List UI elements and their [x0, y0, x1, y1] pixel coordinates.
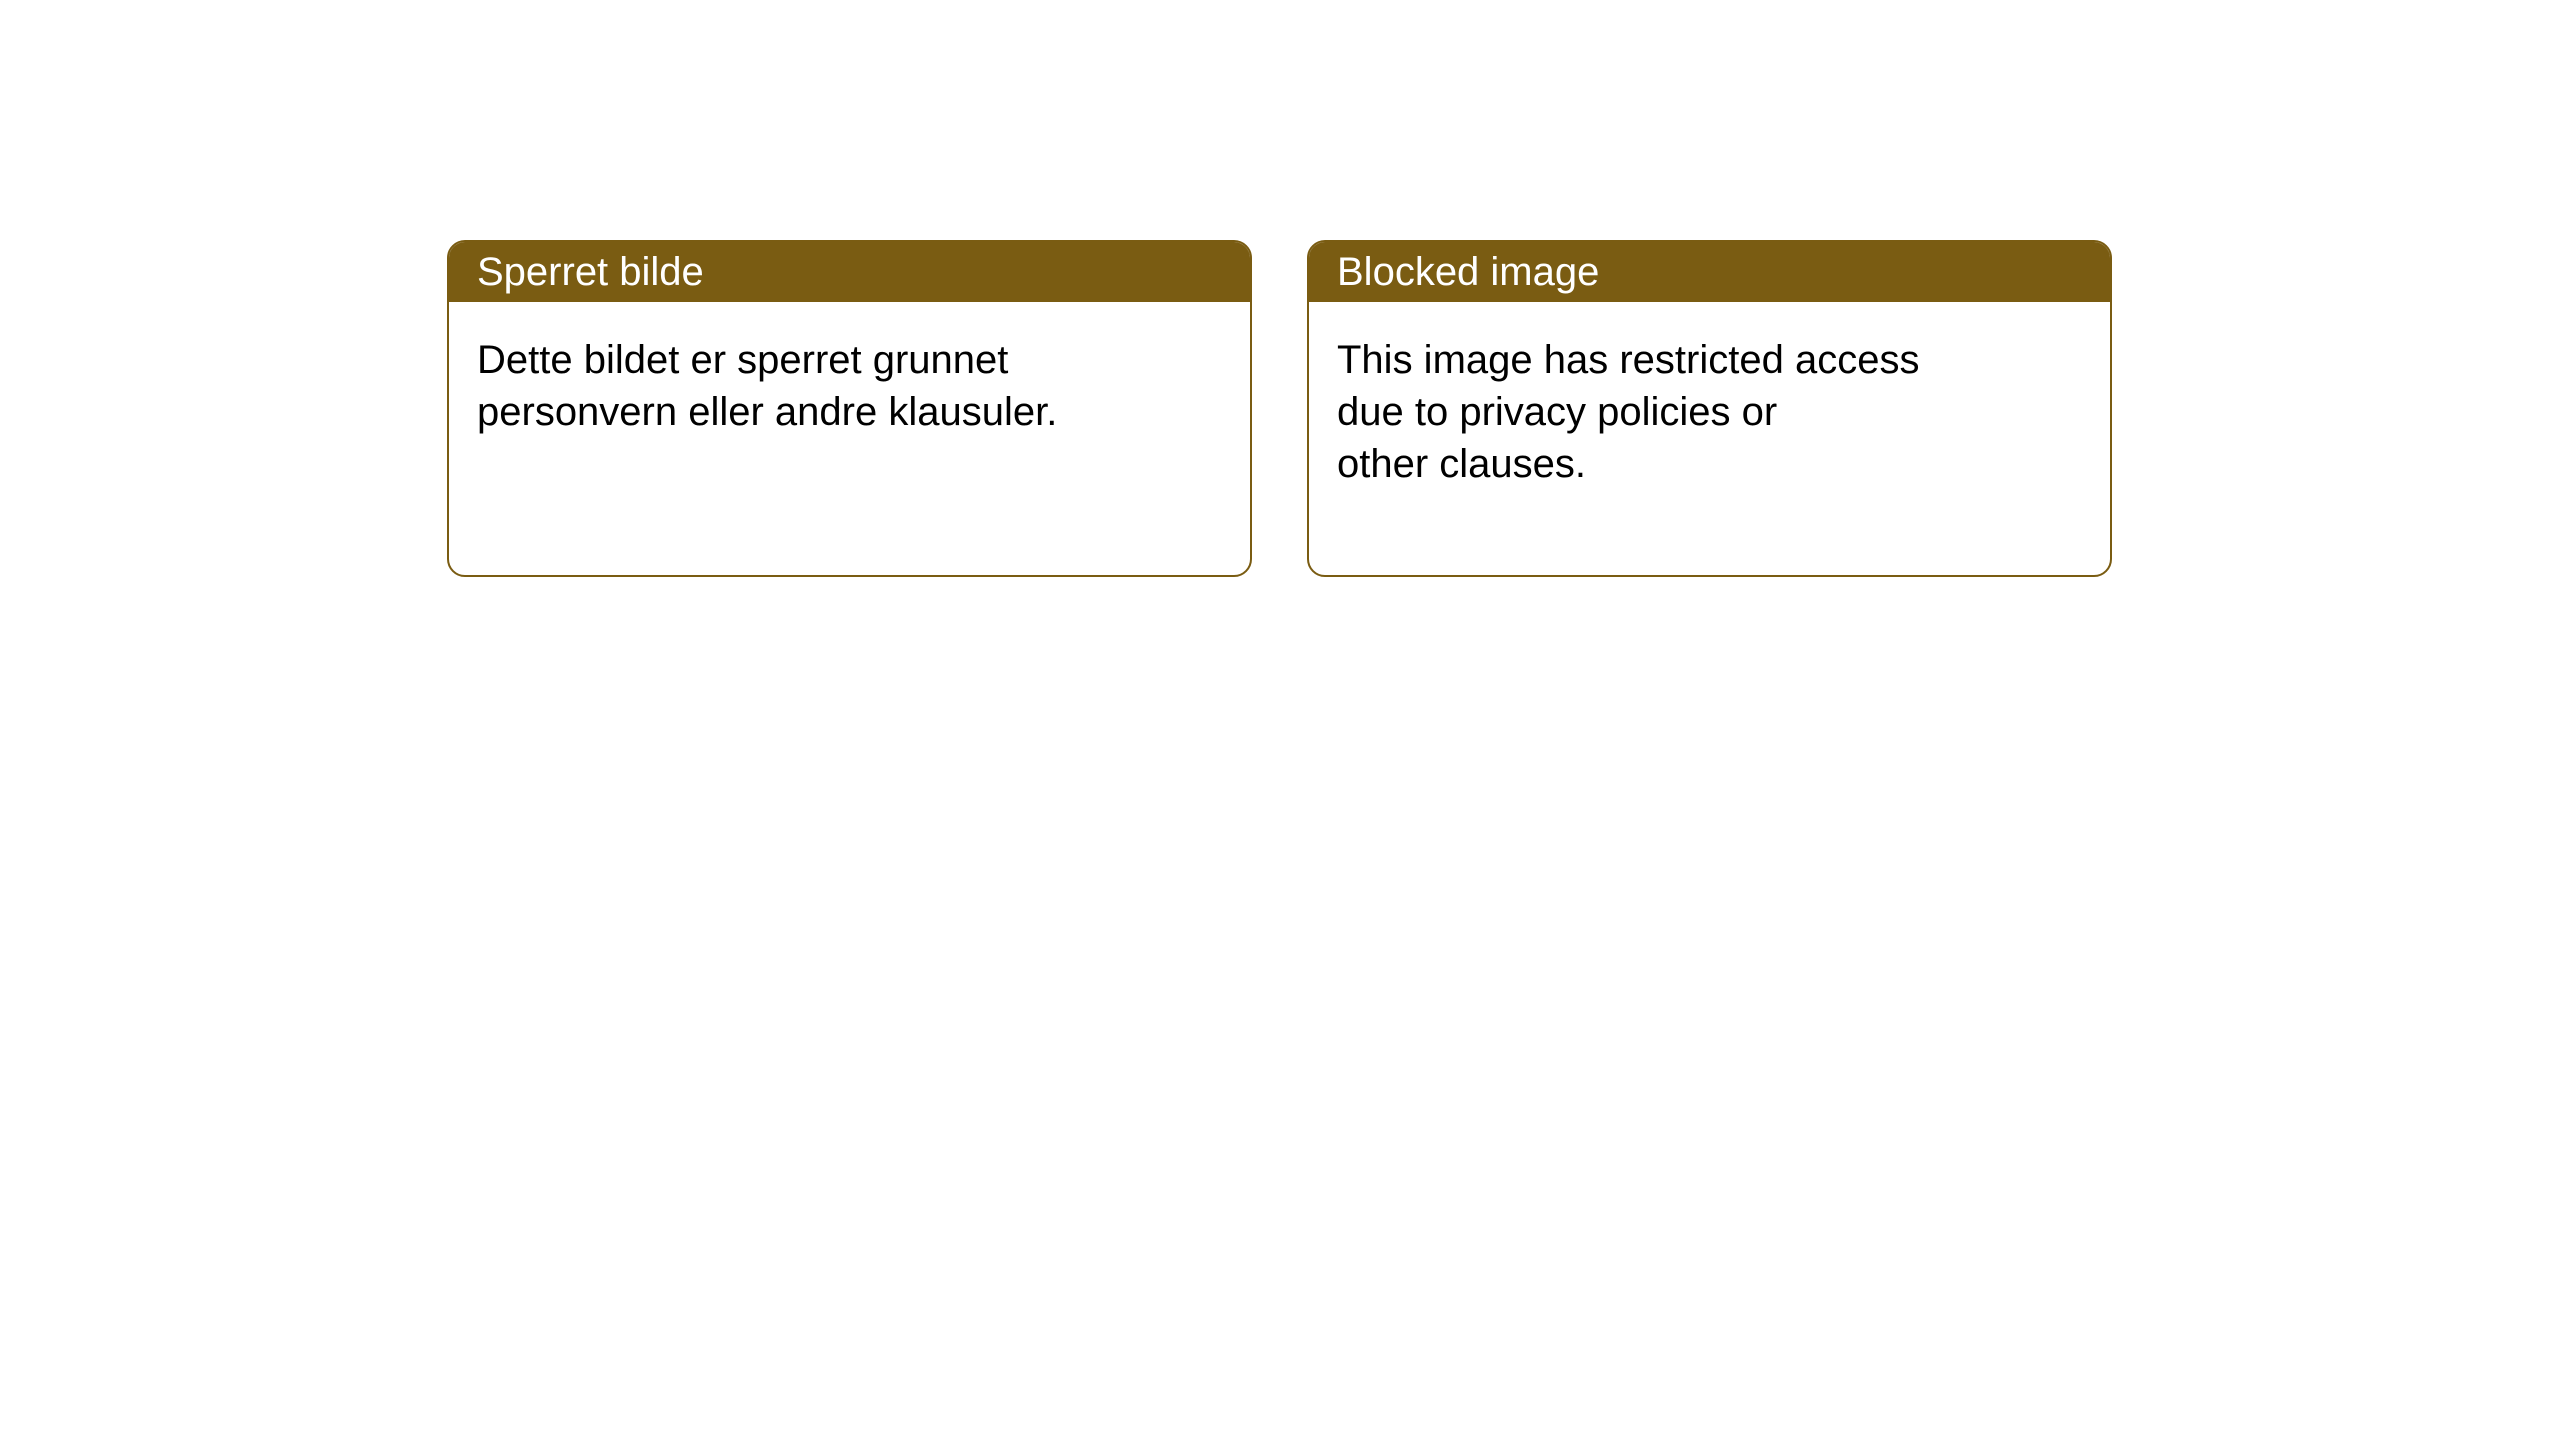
card-header-en: Blocked image: [1309, 242, 2110, 302]
card-header-no: Sperret bilde: [449, 242, 1250, 302]
blocked-image-card-no: Sperret bilde Dette bildet er sperret gr…: [447, 240, 1252, 577]
card-header-title-no: Sperret bilde: [477, 250, 704, 294]
card-body-text-no: Dette bildet er sperret grunnet personve…: [477, 338, 1057, 434]
card-body-no: Dette bildet er sperret grunnet personve…: [449, 302, 1250, 438]
card-body-en: This image has restricted access due to …: [1309, 302, 2110, 490]
blocked-image-card-en: Blocked image This image has restricted …: [1307, 240, 2112, 577]
card-header-title-en: Blocked image: [1337, 250, 1599, 294]
page-canvas: Sperret bilde Dette bildet er sperret gr…: [0, 0, 2560, 1440]
card-body-text-en: This image has restricted access due to …: [1337, 338, 1919, 486]
